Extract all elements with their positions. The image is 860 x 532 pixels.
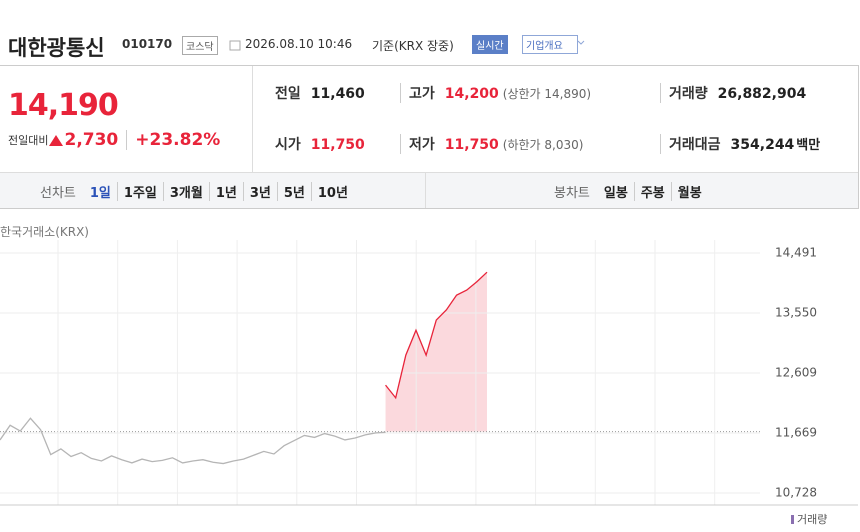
tab[interactable]: 주봉 [633,182,671,201]
calendar-icon [229,40,241,51]
stat-label: 거래대금 [669,137,721,153]
stat-note: (하한가 8,030) [502,138,584,152]
stat-value: 11,750 [444,137,499,153]
change-row: 전일대비 2,730 +23.82% [8,130,220,150]
stat: 저가 11,750 (하한가 8,030) [400,134,583,154]
divider [425,172,426,208]
stat-label: 저가 [409,137,435,153]
price: 14,190 [8,88,119,123]
tab-label: 봉차트 [554,186,590,201]
realtime-badge[interactable]: 실시간 [472,35,508,54]
up-arrow [49,135,64,146]
change-label: 전일대비 [8,134,49,147]
change-pct: +23.82% [126,130,220,150]
stock-name: 대한광통신 [8,36,105,60]
stat-unit: 백만 [796,138,821,153]
stat-label: 고가 [409,86,435,102]
tab[interactable]: 1주일 [116,182,163,201]
y-tick-label: 13,550 [775,306,817,320]
y-tick-label: 10,728 [775,486,817,500]
line [385,271,488,400]
tab[interactable]: 1일 [89,186,111,201]
line-tabs: 선차트 1일 1주일 3개월 1년 3년 5년 10년 [40,182,354,201]
overview-button[interactable]: 기업개요 [522,35,578,54]
stat: 시가 11,750 [275,134,365,154]
stat: 고가 14,200 (상한가 14,890) [400,83,591,103]
stat-note: (상한가 14,890) [502,87,592,101]
stat-value: 26,882,904 [717,86,807,102]
stat-value: 11,750 [310,137,365,153]
divider [252,66,253,172]
tab[interactable]: 5년 [276,182,311,201]
stat-label: 전일 [275,86,301,102]
legend-swatch [791,515,794,524]
y-tick-label: 12,609 [775,366,817,380]
stat-label: 시가 [275,137,301,153]
y-tick-label: 11,669 [775,425,817,439]
y-tick-label: 14,491 [775,246,817,260]
tab[interactable]: 3년 [242,182,277,201]
tab[interactable]: 일봉 [603,186,628,201]
stock-code: 010170 [122,37,173,51]
tab[interactable]: 월봉 [670,182,708,201]
tab[interactable]: 3개월 [162,182,209,201]
stat-value: 11,460 [310,86,365,102]
candle-tabs: 봉차트 일봉 주봉 월봉 [554,182,708,201]
line [0,417,386,465]
quote-box [0,65,859,209]
stat: 거래대금 354,244 백만 [660,134,820,154]
tab-label: 선차트 [40,186,76,201]
source: 한국거래소(KRX) [0,225,89,239]
area [385,272,487,432]
tab[interactable]: 1년 [208,182,243,201]
tab-bar [0,172,858,208]
volume-label: 거래량 [797,513,827,526]
dropdown-arrow [577,40,585,45]
stat-label: 거래량 [669,86,708,102]
stat-value: 354,244 [730,137,795,153]
stat: 거래량 26,882,904 [660,83,806,103]
stat-value: 14,200 [444,86,499,102]
market-badge: 코스닥 [182,36,218,55]
change: 2,730 [64,130,119,150]
basis: 기준(KRX 장중) [372,39,454,53]
stat: 전일 11,460 [275,83,365,103]
datetime: 2026.08.10 10:46 [245,37,353,51]
tab[interactable]: 10년 [310,182,354,201]
